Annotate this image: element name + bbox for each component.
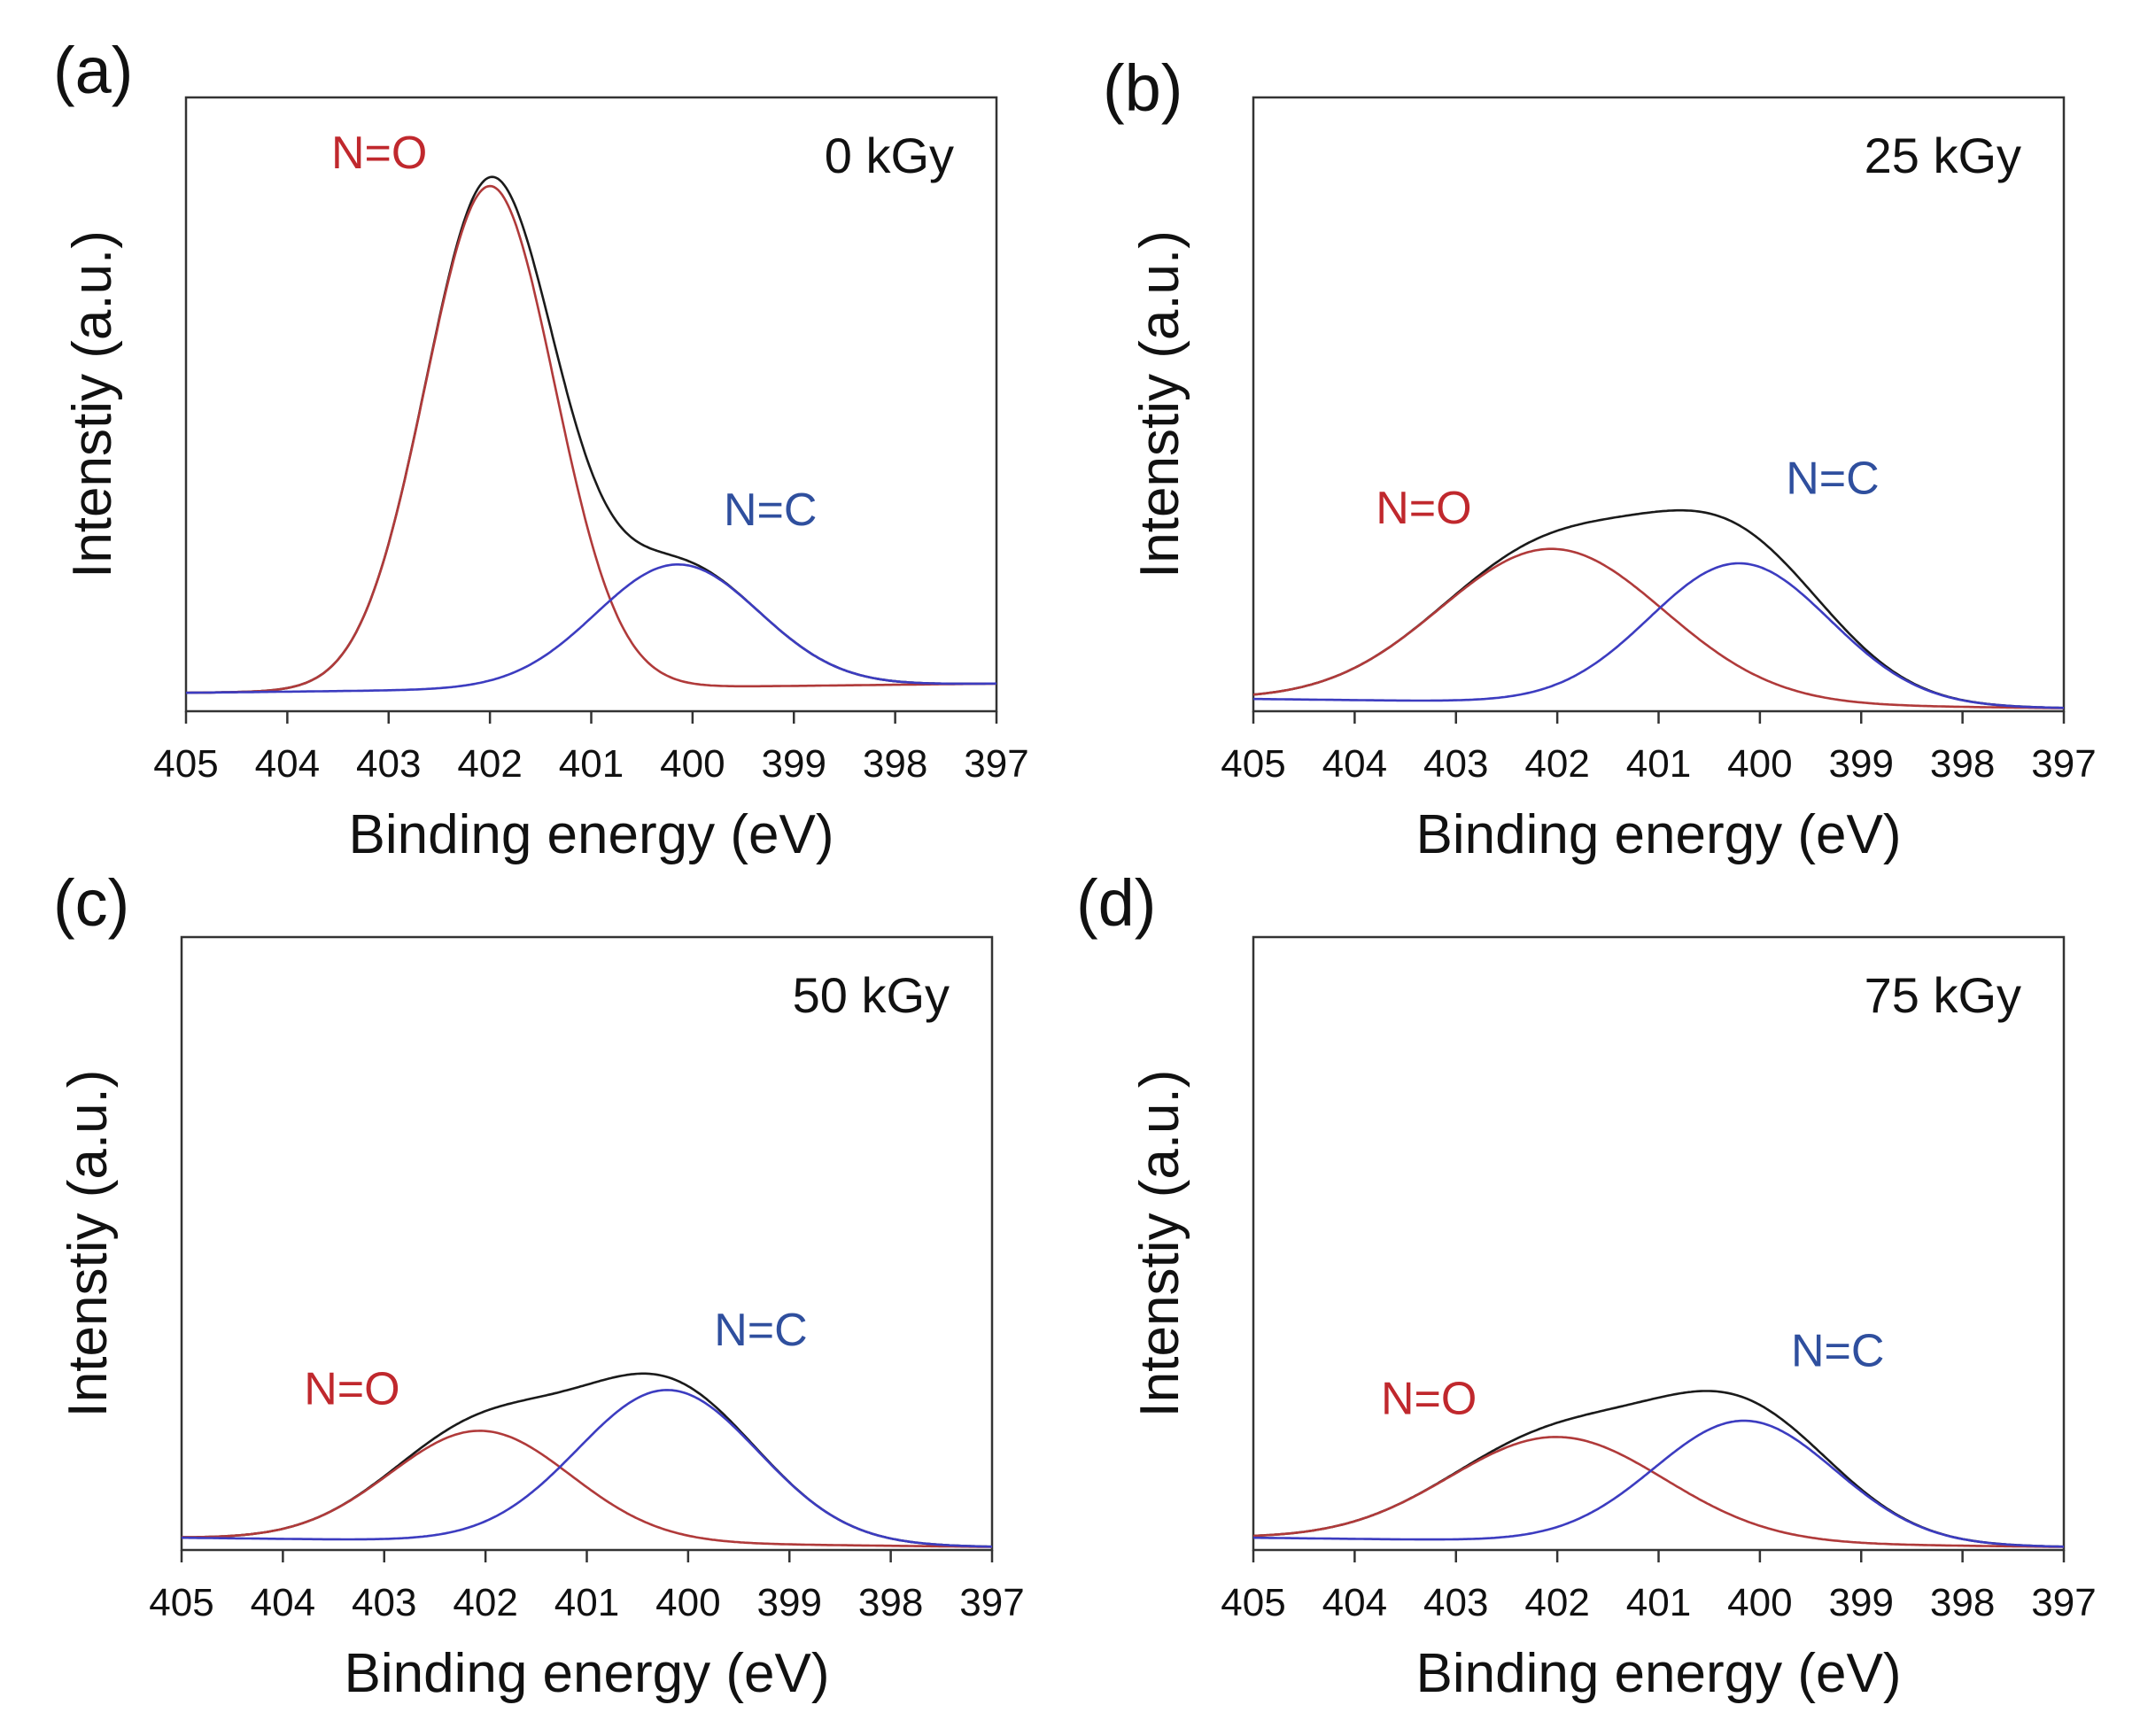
x-tick-label: 404 (1322, 742, 1387, 786)
x-tick-label: 402 (453, 1581, 517, 1624)
x-tick-label: 399 (757, 1581, 822, 1624)
panel-letter: (b) (1103, 51, 1182, 125)
x-tick-label: 400 (660, 742, 725, 786)
series-n-c (1252, 562, 2065, 709)
x-axis-title: Binding energy (eV) (1416, 1643, 1902, 1704)
series-n-o (1252, 1436, 2064, 1548)
x-axis-title: Binding energy (eV) (1416, 804, 1902, 865)
x-tick-label: 400 (1727, 1581, 1792, 1624)
x-tick-label: 398 (1930, 742, 1995, 786)
x-tick-label: 402 (1524, 742, 1589, 786)
peak-label-n-c: N=C (714, 1305, 807, 1356)
panel-d: 405 404 403 402 401 400 399 398 397 Binding energ… (1076, 866, 2097, 1704)
x-tick-label: 402 (1524, 1581, 1589, 1624)
dose-label: 50 kGy (793, 967, 950, 1023)
x-axis-title: Binding energy (eV) (349, 804, 834, 865)
y-axis-title: Intenstiy (a.u.) (62, 230, 123, 578)
y-axis-title: Intenstiy (a.u.) (58, 1070, 119, 1418)
x-tick-label: 402 (457, 742, 522, 786)
dose-label: 75 kGy (1865, 967, 2021, 1023)
x-axis-title: Binding energy (eV) (345, 1643, 830, 1704)
x-tick-label: 405 (1221, 742, 1285, 786)
x-tick-label: 405 (1221, 1581, 1285, 1624)
peak-label-n-o: N=O (331, 128, 427, 179)
x-tick-label: 400 (1727, 742, 1792, 786)
peak-label-n-c: N=C (724, 484, 817, 536)
x-tick-label: 401 (559, 742, 624, 786)
x-tick-label: 401 (1626, 742, 1691, 786)
x-tick-label: 397 (2031, 1581, 2096, 1624)
series-n-c (186, 563, 997, 694)
series-n-o (1252, 547, 2064, 709)
x-tick-label: 405 (149, 1581, 213, 1624)
x-tick-label: 403 (1423, 742, 1488, 786)
x-tick-label: 398 (1930, 1581, 1995, 1624)
x-tick-label: 399 (762, 742, 826, 786)
panel-c: 405 404 403 402 401 400 399 398 397 Binding energ… (53, 866, 1025, 1704)
x-tick-label: 404 (255, 742, 320, 786)
x-tick-label: 404 (1322, 1581, 1387, 1624)
x-tick-label: 405 (153, 742, 218, 786)
x-tick-label: 401 (1626, 1581, 1691, 1624)
peak-label-n-c: N=C (1786, 453, 1879, 504)
peak-label-n-o: N=O (304, 1363, 399, 1414)
x-tick-label: 397 (959, 1581, 1024, 1624)
dose-label: 0 kGy (825, 128, 954, 183)
dose-label: 25 kGy (1865, 128, 2021, 183)
peak-label-n-c: N=C (1791, 1325, 1884, 1376)
peak-label-n-o: N=O (1376, 483, 1471, 534)
x-tick-label: 397 (964, 742, 1028, 786)
x-tick-label: 403 (356, 742, 421, 786)
peak-label-n-o: N=O (1381, 1373, 1477, 1424)
y-axis-title: Intenstiy (a.u.) (1129, 1070, 1190, 1418)
x-tick-label: 404 (251, 1581, 315, 1624)
x-tick-label: 400 (655, 1581, 720, 1624)
panel-b: 405 404 403 402 401 400 399 398 397 Binding energ… (1103, 51, 2097, 865)
x-tick-label: 403 (352, 1581, 416, 1624)
x-tick-label: 399 (1829, 1581, 1894, 1624)
x-tick-label: 397 (2031, 742, 2096, 786)
y-axis-title: Intenstiy (a.u.) (1129, 230, 1190, 578)
series-n-c (1253, 1419, 2065, 1548)
panel-letter: (c) (53, 866, 129, 940)
series-n-c (182, 1389, 993, 1548)
x-tick-label: 403 (1423, 1581, 1488, 1624)
x-tick-label: 398 (863, 742, 927, 786)
x-tick-label: 399 (1829, 742, 1894, 786)
panel-letter: (a) (53, 34, 133, 107)
x-tick-label: 398 (858, 1581, 923, 1624)
panel-letter: (d) (1076, 866, 1156, 940)
panel-a: 405 404 403 402 401 400 399 398 397 Binding energ… (53, 34, 1029, 865)
x-tick-label: 401 (554, 1581, 619, 1624)
series-n-o (182, 1430, 992, 1548)
series-n-o (186, 184, 996, 694)
